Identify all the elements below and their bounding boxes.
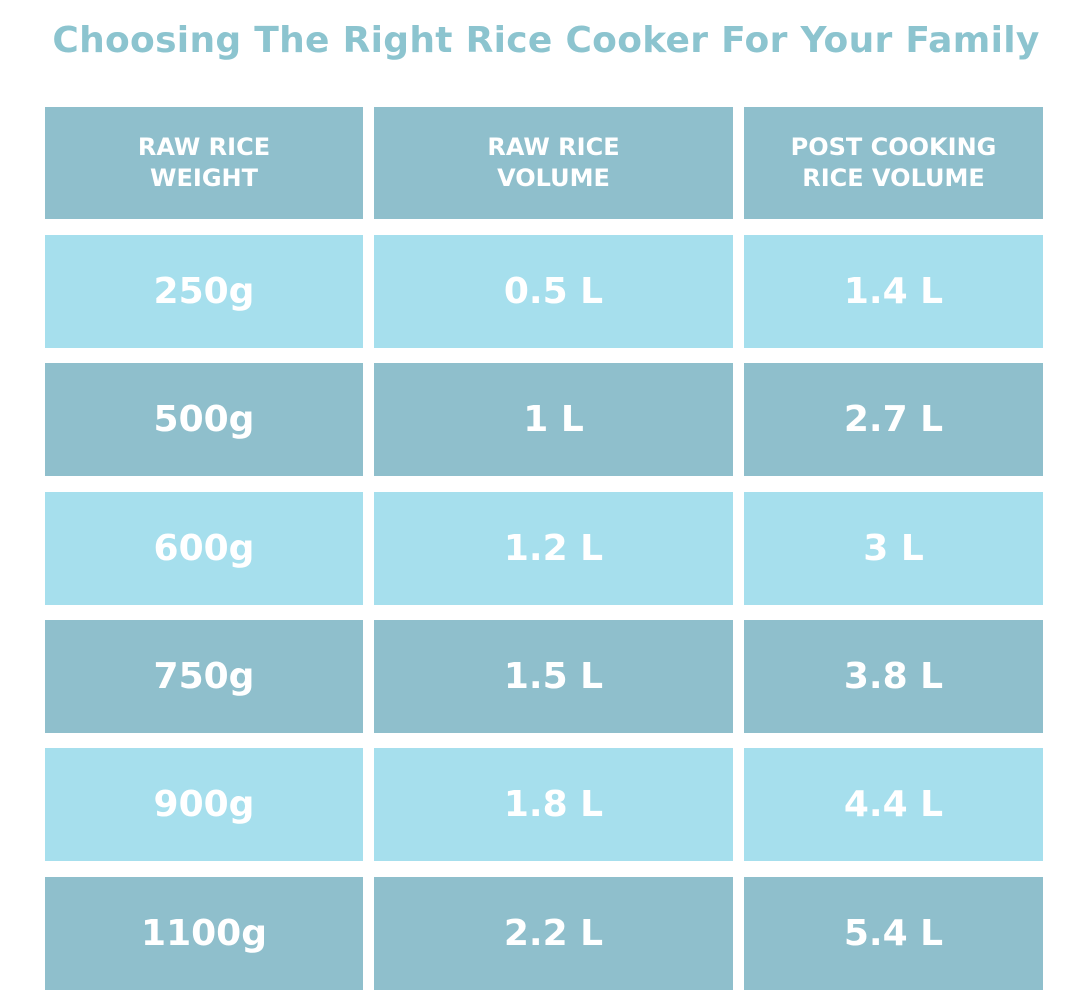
table-cell: 1100g [45, 877, 363, 990]
table-cell: 1.4 L [744, 235, 1043, 348]
table-cell-text: 1.8 L [503, 784, 604, 825]
table-cell: 3.8 L [744, 620, 1043, 733]
table-cell: 2.2 L [374, 877, 733, 990]
header-cell-text: POST COOKING RICE VOLUME [790, 133, 997, 192]
header-cell: RAW RICE VOLUME [374, 107, 733, 219]
table-cell: 900g [45, 748, 363, 861]
table-cell: 1 L [374, 363, 733, 476]
header-cell: RAW RICE WEIGHT [45, 107, 363, 219]
table-cell: 2.7 L [744, 363, 1043, 476]
header-cell: POST COOKING RICE VOLUME [744, 107, 1043, 219]
table-cell-text: 1 L [523, 399, 584, 440]
table-cell: 600g [45, 492, 363, 605]
table-cell-text: 4.4 L [843, 784, 944, 825]
table-cell-text: 1.2 L [503, 528, 604, 569]
table-cell: 1.2 L [374, 492, 733, 605]
table-cell-text: 3 L [863, 528, 924, 569]
table-cell: 5.4 L [744, 877, 1043, 990]
table-cell-text: 2.7 L [843, 399, 944, 440]
table-cell-text: 900g [153, 784, 255, 825]
table-cell: 4.4 L [744, 748, 1043, 861]
header-cell-text: RAW RICE WEIGHT [137, 133, 271, 192]
table-cell-text: 600g [153, 528, 255, 569]
table-cell-text: 1.4 L [843, 271, 944, 312]
table-cell: 0.5 L [374, 235, 733, 348]
title: Choosing The Right Rice Cooker For Your … [52, 20, 1040, 61]
table-cell-text: 500g [153, 399, 255, 440]
table-cell-text: 3.8 L [843, 656, 944, 697]
table-cell-text: 750g [153, 656, 255, 697]
table-cell-text: 0.5 L [503, 271, 604, 312]
table-cell: 250g [45, 235, 363, 348]
table-cell-text: 1100g [141, 913, 267, 954]
table-cell-text: 250g [153, 271, 255, 312]
table-cell: 1.8 L [374, 748, 733, 861]
table-cell-text: 2.2 L [503, 913, 604, 954]
table-cell: 3 L [744, 492, 1043, 605]
table-cell: 750g [45, 620, 363, 733]
table-cell: 1.5 L [374, 620, 733, 733]
table-cell: 500g [45, 363, 363, 476]
header-cell-text: RAW RICE VOLUME [487, 133, 620, 192]
table-cell-text: 1.5 L [503, 656, 604, 697]
table-cell-text: 5.4 L [843, 913, 944, 954]
